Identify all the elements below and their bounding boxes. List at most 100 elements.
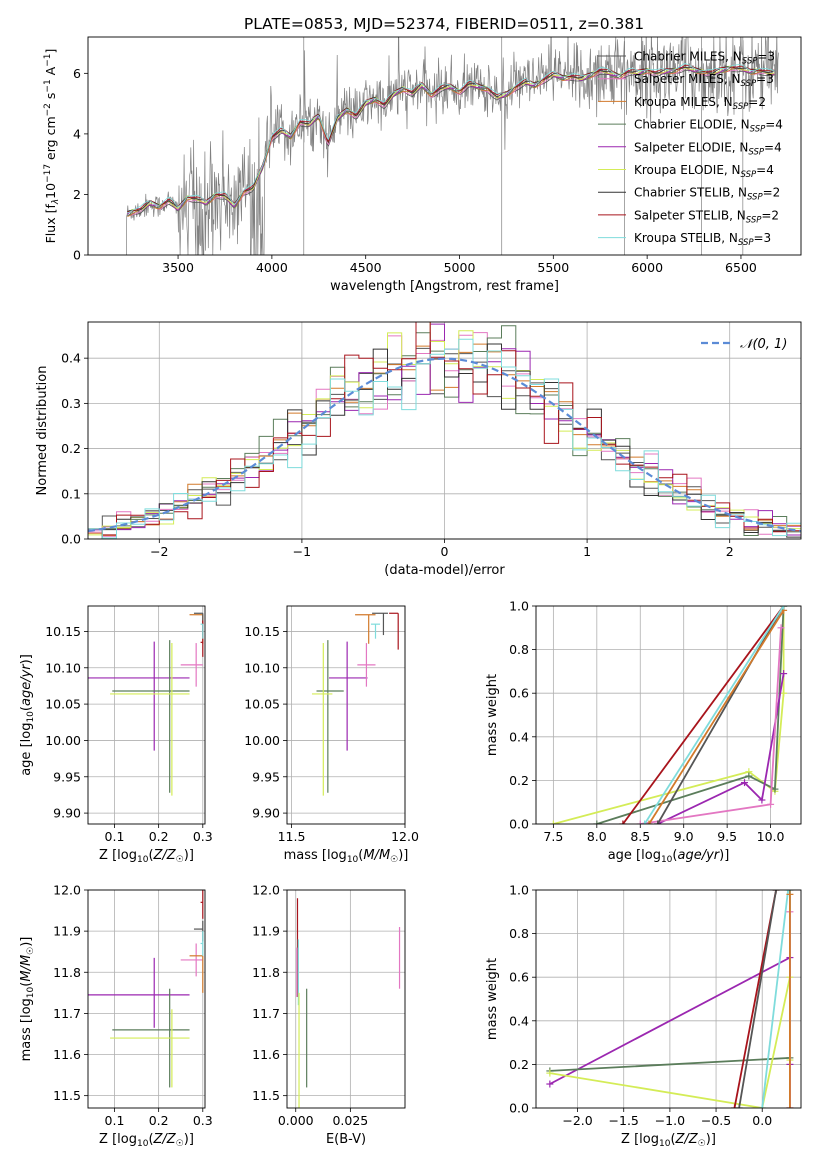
axes-frame <box>286 605 406 825</box>
x-tick-label: 7.5 <box>543 829 563 844</box>
weight-series-2 <box>657 673 785 824</box>
legend-label: Salpeter ELODIE, NSSP=4 <box>634 140 782 157</box>
x-axis-label: Z [log10(Z/Z☉)] <box>621 1132 716 1149</box>
plot-area-mass-vs-Z <box>88 890 204 1088</box>
plot-area-mass-vs-ebv <box>296 898 401 1108</box>
weight-series-4 <box>738 890 777 1108</box>
y-tick-label: 0.4 <box>509 1013 529 1028</box>
axes-frame <box>87 889 206 1109</box>
weight-marker <box>546 1069 554 1077</box>
x-axis-label: mass [log10(M/M☉)] <box>284 848 409 865</box>
errorbar-point <box>110 643 190 796</box>
x-axis-label: Z [log10(Z/Z☉)] <box>99 1132 194 1149</box>
legend-label: Chabrier MILES, NSSP=3 <box>634 50 775 67</box>
y-tick-label: 11.7 <box>53 1006 81 1021</box>
weight-marker <box>780 670 788 678</box>
x-tick-label: 4000 <box>256 260 288 275</box>
weight-marker <box>741 779 749 787</box>
errorbar-point <box>180 943 203 977</box>
legend-label: Kroupa MILES, NSSP=2 <box>634 95 766 112</box>
axes-frame <box>535 605 802 825</box>
errorbar-point <box>110 1009 190 1088</box>
x-tick-label: 10.0 <box>757 829 785 844</box>
errorbar-point <box>189 955 204 993</box>
x-tick-label: −2 <box>150 544 168 559</box>
x-tick-label: 0.1 <box>105 829 125 844</box>
y-tick-label: 0.4 <box>61 351 81 366</box>
errorbar-point <box>370 623 381 639</box>
y-axis-label: Flux [fλ10−17 erg cm−2 s−1 A−1] <box>43 49 61 244</box>
x-tick-label: 8.0 <box>587 829 607 844</box>
y-tick-label: 10.05 <box>244 697 280 712</box>
y-tick-label: 11.8 <box>53 965 81 980</box>
x-axis-label: wavelength [Angstrom, rest frame] <box>330 279 559 294</box>
errorbar-point <box>357 643 376 687</box>
y-tick-label: 0.2 <box>509 1057 529 1072</box>
histogram-6 <box>88 343 801 539</box>
legend: Chabrier MILES, NSSP=3 Salpeter MILES, NS… <box>598 50 783 248</box>
x-tick-label: 3500 <box>162 260 194 275</box>
plot-area-spectrum <box>126 37 779 255</box>
errorbar-point <box>389 612 399 650</box>
plot-area-weight-vs-age <box>549 606 788 824</box>
y-tick-label: 12.0 <box>53 883 81 898</box>
weight-marker <box>645 820 653 824</box>
y-tick-label: 0.0 <box>509 1101 529 1116</box>
x-tick-label: 0.025 <box>332 1113 368 1128</box>
x-tick-label: −1.0 <box>655 1113 685 1128</box>
errorbar-point <box>180 643 203 687</box>
weight-marker <box>784 890 792 894</box>
x-tick-label: 0.3 <box>193 1113 213 1128</box>
model-spectrum-3 <box>127 66 775 217</box>
y-tick-label: 11.5 <box>53 1088 81 1103</box>
weight-series-5 <box>761 890 789 1108</box>
y-axis-label: Normed distribution <box>35 366 50 496</box>
x-tick-label: 0.1 <box>105 1113 125 1128</box>
y-tick-label: 10.00 <box>244 733 280 748</box>
weight-marker <box>654 820 662 824</box>
y-tick-label: 0.2 <box>509 773 529 788</box>
y-tick-label: 9.95 <box>53 769 81 784</box>
axes-frame <box>87 321 802 540</box>
y-tick-label: 11.8 <box>252 965 280 980</box>
y-tick-label: 10.10 <box>244 660 280 675</box>
plot-area-age-vs-Z <box>88 612 204 796</box>
axes-weight-vs-Z: −2.0 −1.5 −1.0 −0.5 0.0 0.0 0.2 0.4 0.6 0.8 1.0 Z [… <box>485 883 802 1149</box>
weight-marker <box>745 772 753 780</box>
legend-label: Salpeter MILES, NSSP=3 <box>634 72 774 89</box>
x-tick-label: 8.5 <box>630 829 650 844</box>
y-axis-label: mass [log10(M/M☉)] <box>19 937 36 1062</box>
legend-label: Kroupa STELIB, NSSP=3 <box>634 231 771 248</box>
x-axis-label: E(B-V) <box>326 1132 366 1147</box>
y-tick-label: 0.2 <box>61 441 81 456</box>
weight-marker <box>641 820 649 824</box>
observed-spectrum <box>126 37 779 255</box>
y-tick-label: 0.1 <box>61 486 81 501</box>
weight-marker <box>549 820 557 824</box>
errorbar-point <box>200 931 204 956</box>
weight-marker <box>777 624 785 632</box>
axes-age-vs-mass: 11.5 12.0 9.90 9.95 10.00 10.05 10.10 10.15 mass… <box>244 605 419 865</box>
plot-area-residuals <box>88 322 801 539</box>
y-tick-label: 0.0 <box>61 532 81 547</box>
y-tick-label: 11.5 <box>252 1088 280 1103</box>
weight-marker <box>593 820 601 824</box>
errorbar-point <box>355 614 376 644</box>
axes-mass-vs-Z: 0.1 0.2 0.3 11.5 11.6 11.7 11.8 11.9 12.0 Z [log1… <box>19 883 213 1150</box>
y-tick-label: 1.0 <box>509 883 529 898</box>
y-tick-label: 11.9 <box>252 924 280 939</box>
axes-residuals: −2 −1 0 1 2 0.0 0.1 0.2 0.3 0.4 (data-model)/error… <box>35 321 802 578</box>
y-tick-label: 0.8 <box>509 642 529 657</box>
x-tick-label: 0.2 <box>149 1113 169 1128</box>
y-tick-label: 9.90 <box>53 806 81 821</box>
x-tick-label: 12.0 <box>391 829 419 844</box>
errorbar-point <box>311 643 333 796</box>
weight-marker <box>767 800 775 808</box>
y-tick-label: 11.9 <box>53 924 81 939</box>
legend-label: Chabrier STELIB, NSSP=2 <box>634 186 780 203</box>
y-tick-label: 11.6 <box>252 1047 280 1062</box>
errorbar-point <box>372 612 388 636</box>
y-tick-label: 0.3 <box>61 396 81 411</box>
weight-marker <box>619 820 627 824</box>
